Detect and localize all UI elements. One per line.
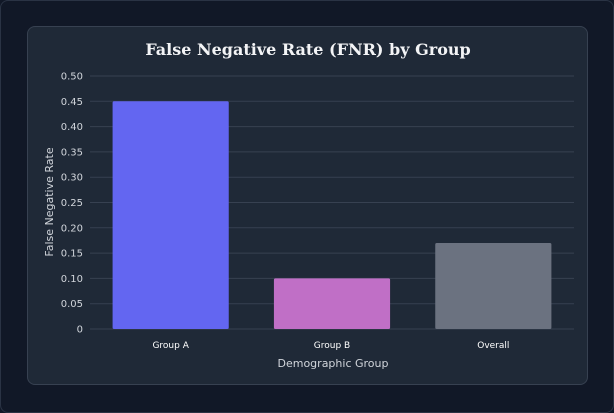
bar-chart: False Negative Rate (FNR) by Group 0 0.05…: [43, 40, 574, 370]
x-axis-ticks: Group A Group B Overall: [152, 341, 509, 351]
y-tick-label: 0.25: [61, 198, 83, 209]
chart-card: False Negative Rate (FNR) by Group 0 0.05…: [27, 26, 588, 385]
y-tick-label: 0.15: [61, 249, 83, 260]
x-tick-label: Group B: [314, 341, 350, 351]
y-tick-label: 0.50: [61, 72, 83, 83]
y-tick-label: 0: [77, 325, 83, 336]
x-tick-label: Group A: [152, 341, 189, 351]
y-tick-label: 0.30: [61, 173, 83, 184]
y-tick-label: 0.45: [61, 97, 83, 108]
x-axis-label: Demographic Group: [278, 357, 389, 370]
bar-overall: [435, 242, 552, 329]
y-axis-ticks: 0 0.05 0.10 0.15 0.20 0.25 0.30 0.35 0.40 0.45 0.5…: [61, 72, 83, 336]
y-tick-label: 0.40: [61, 122, 83, 133]
y-axis-label: False Negative Rate: [43, 147, 56, 256]
y-tick-label: 0.10: [61, 274, 83, 285]
y-tick-label: 0.20: [61, 223, 83, 234]
chart-title: False Negative Rate (FNR) by Group: [145, 40, 470, 59]
bar-group-b: [273, 278, 391, 329]
x-tick-label: Overall: [477, 341, 509, 351]
y-tick-label: 0.35: [61, 147, 83, 158]
bar-group-a: [112, 101, 229, 329]
y-tick-label: 0.05: [61, 299, 83, 310]
bars: [112, 101, 552, 329]
